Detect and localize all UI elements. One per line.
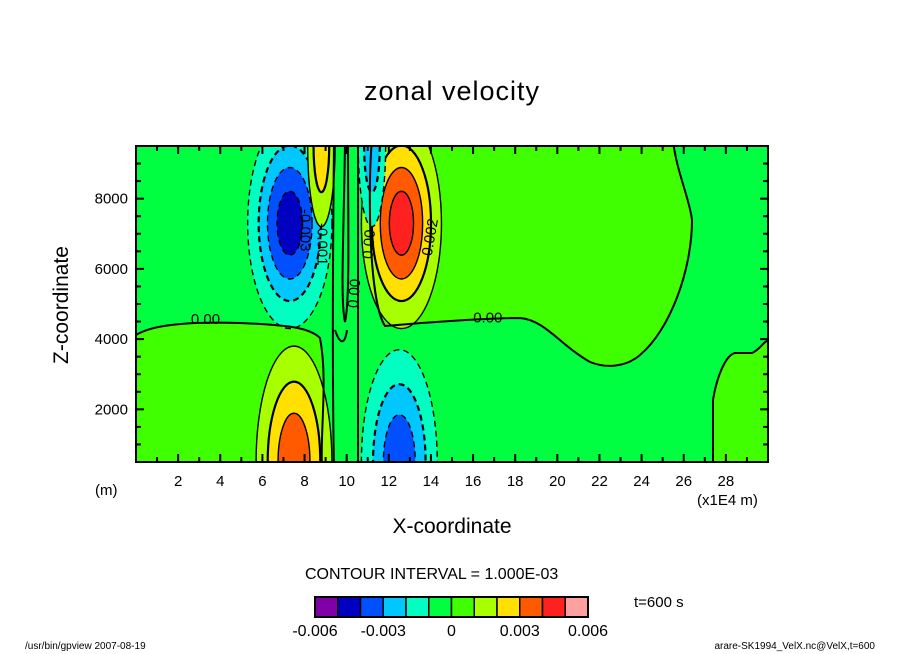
x-tick-label: 14 (423, 473, 440, 490)
footer-left: /usr/bin/gpview 2007-08-19 (25, 641, 146, 652)
contour-label: 0.00 (360, 229, 379, 260)
x-tick-label: 20 (549, 473, 566, 490)
contour-level-0.004 (388, 190, 415, 256)
time-label: t=600 s (634, 594, 684, 611)
colorbar-bin (564, 596, 589, 618)
y-tick-label: 2000 (95, 401, 128, 418)
colorbar-bin (405, 596, 430, 618)
contour-label: 0.00 (191, 311, 220, 328)
positive-region-upper-right (369, 146, 692, 366)
colorbar-bin (496, 596, 521, 618)
colorbar-bin (519, 596, 544, 618)
x-scale-label: (x1E4 m) (697, 492, 758, 509)
contour-label: -0.003 (297, 209, 314, 252)
x-tick-label: 24 (633, 473, 650, 490)
contour-label: 0.002 (419, 217, 442, 257)
x-tick-label: 10 (338, 473, 355, 490)
x-axis-label: X-coordinate (392, 515, 512, 538)
x-tick-label: 4 (216, 473, 224, 490)
contour-label: 0.00 (345, 278, 364, 309)
positive-region-lower-right (713, 340, 768, 462)
extremum-lower-right-negative (360, 348, 438, 462)
colorbar: -0.006 -0.003 0 0.003 0.006 (292, 596, 608, 640)
extremum-top-small-positive (306, 146, 336, 228)
x-tick-label: 8 (300, 473, 308, 490)
colorbar-bin (473, 596, 498, 618)
x-unit-label: (m) (95, 482, 118, 499)
colorbar-bin (337, 596, 362, 618)
y-tick-label: 6000 (95, 261, 128, 278)
colorbar-bin (428, 596, 453, 618)
colorbar-bin (382, 596, 407, 618)
colorbar-label: -0.006 (292, 623, 337, 640)
x-tick-label: 12 (380, 473, 397, 490)
footer-right: arare-SK1994_VelX.nc@VelX,t=600 (714, 641, 875, 652)
colorbar-label: 0.003 (500, 623, 540, 640)
contour-label: -0.001 (313, 223, 330, 266)
x-tick-label: 22 (591, 473, 608, 490)
x-tick-label: 2 (174, 473, 182, 490)
colorbar-bin (359, 596, 384, 618)
colorbar-bin (541, 596, 566, 618)
colorbar-label: 0 (447, 623, 456, 640)
colorbar-label: 0.006 (568, 623, 608, 640)
x-tick-label: 26 (675, 473, 692, 490)
colorbar-frame (314, 596, 589, 618)
x-tick-label: 28 (718, 473, 735, 490)
y-tick-label: 8000 (95, 191, 128, 208)
colorbar-label: -0.003 (361, 623, 406, 640)
colorbar-bin (314, 596, 339, 618)
contour-interval-label: CONTOUR INTERVAL = 1.000E-03 (305, 566, 559, 583)
x-tick-label: 6 (258, 473, 266, 490)
contour-level--0.004 (276, 190, 304, 256)
zero-contour-lines (136, 146, 768, 462)
contour-level--0.003 (382, 414, 416, 462)
x-tick-label: 18 (507, 473, 524, 490)
y-tick-label: 4000 (95, 331, 128, 348)
contour-label: 0.00 (473, 310, 502, 327)
extremum-top-small-negative (357, 146, 387, 228)
colorbar-bin (450, 596, 475, 618)
chart-title: zonal velocity (363, 76, 541, 106)
x-tick-label: 16 (465, 473, 482, 490)
